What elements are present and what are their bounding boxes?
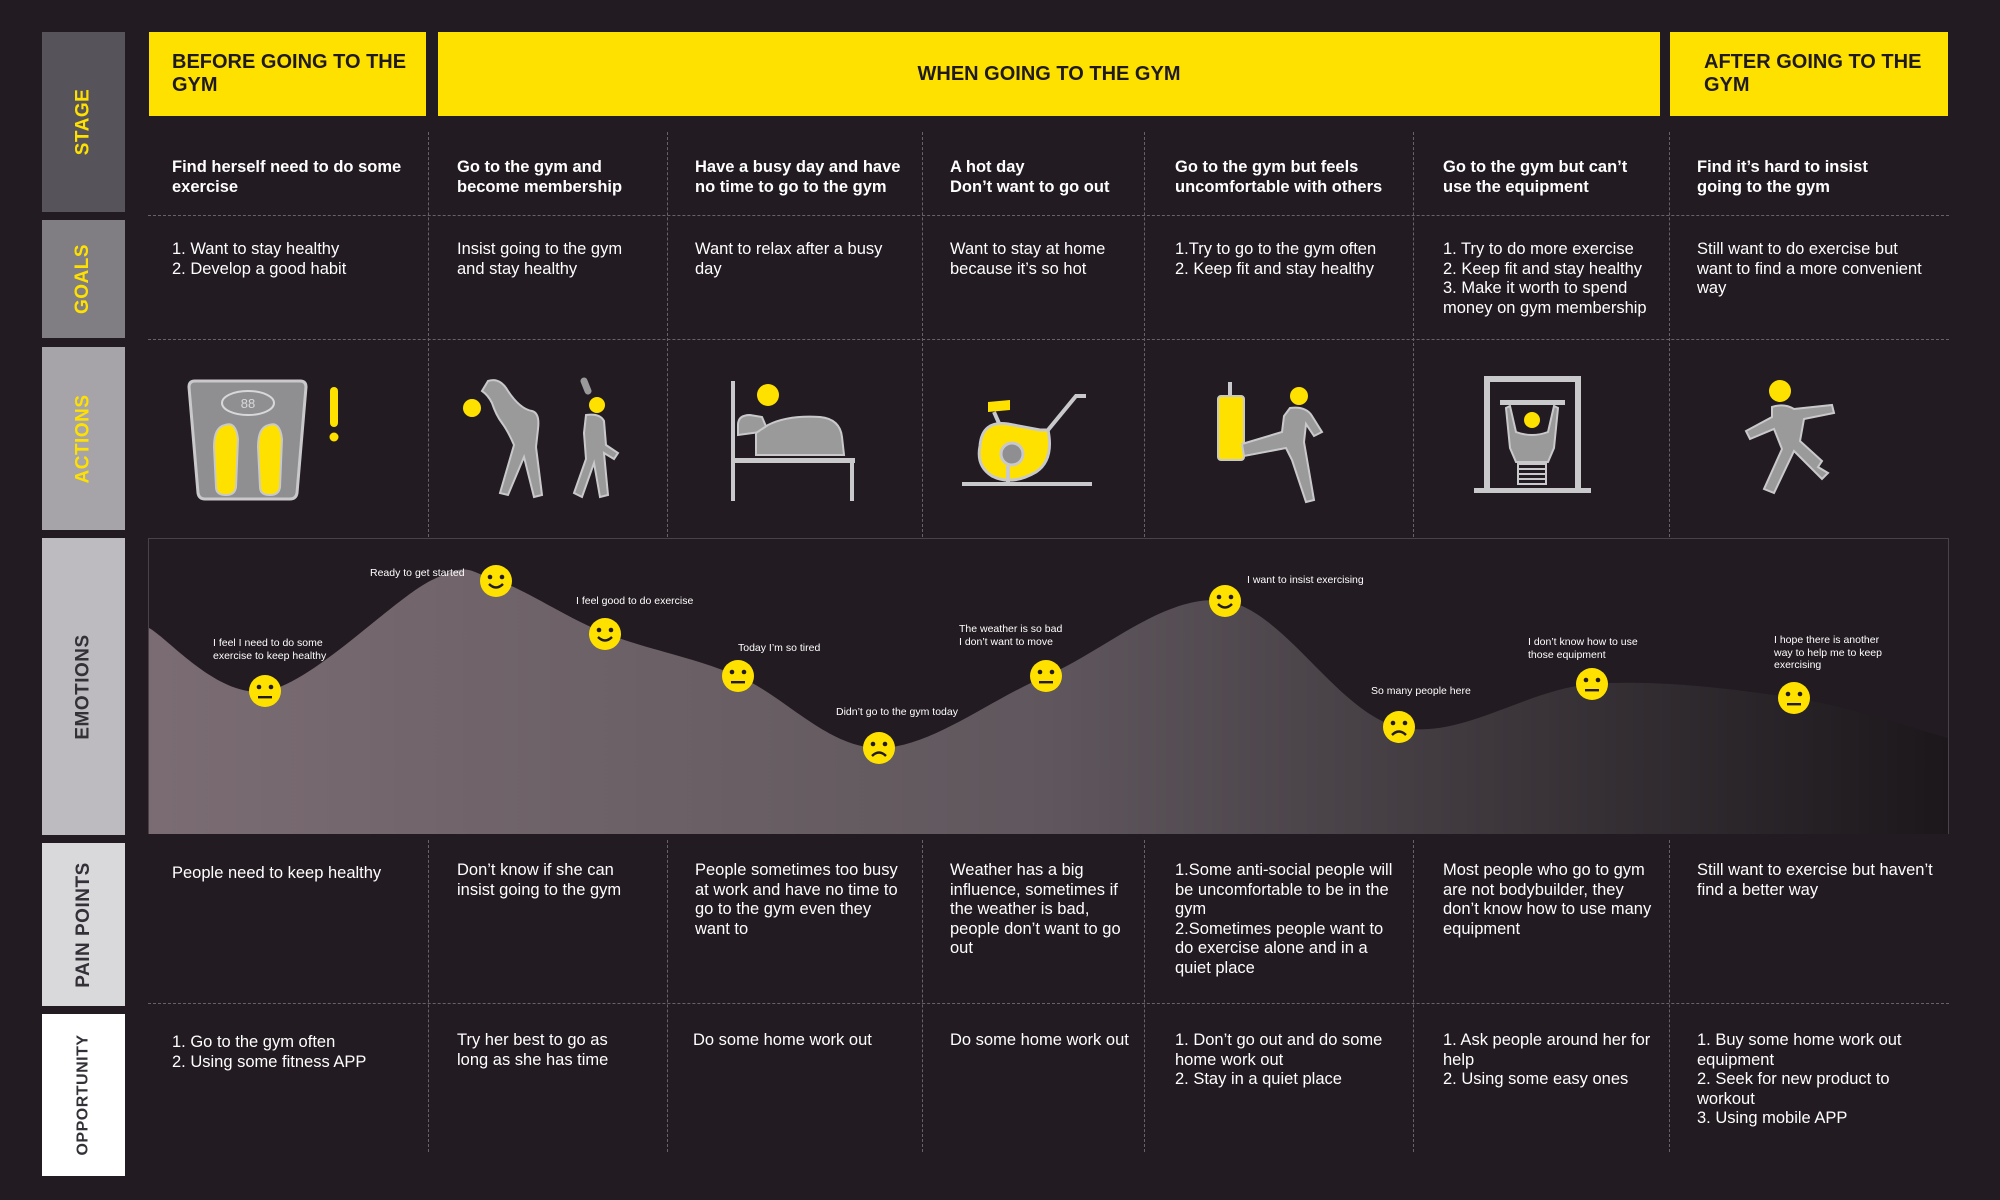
opportunity-text: Try her best to go as long as she has ti… xyxy=(457,1031,609,1069)
divider xyxy=(428,132,429,537)
divider xyxy=(1144,132,1145,537)
row-label-emotions: EMOTIONS xyxy=(42,538,125,835)
happy-face-icon xyxy=(589,618,621,650)
row-label-opportunity: OPPORTUNITY xyxy=(42,1014,125,1176)
neutral-face-icon xyxy=(722,660,754,692)
running-person-icon xyxy=(1744,380,1836,495)
row-label-stage: STAGE xyxy=(42,32,125,212)
svg-text:88: 88 xyxy=(241,396,255,411)
pain-point-text: Most people who go to gym are not bodybu… xyxy=(1443,861,1652,938)
divider xyxy=(148,339,1949,340)
divider xyxy=(1144,840,1145,1152)
divider xyxy=(1669,840,1670,1152)
divider xyxy=(148,215,1949,216)
divider xyxy=(1413,840,1414,1152)
sad-face-icon xyxy=(1383,711,1415,743)
emotion-caption: Today I’m so tired xyxy=(738,642,821,654)
pain-point-text: Still want to exercise but haven’t find … xyxy=(1697,861,1933,899)
pain-point-text: Don’t know if she can insist going to th… xyxy=(457,861,622,899)
stage-before: BEFORE GOING TO THE GYM xyxy=(149,32,426,116)
step-title: Go to the gym but feels uncomfortable wi… xyxy=(1175,158,1383,196)
stretching-people-icon xyxy=(463,377,620,499)
neutral-face-icon xyxy=(1778,682,1810,714)
divider xyxy=(667,840,668,1152)
happy-face-icon xyxy=(480,565,512,597)
divider xyxy=(428,840,429,1152)
neutral-face-icon xyxy=(1576,668,1608,700)
stage-after: AFTER GOING TO THE GYM xyxy=(1670,32,1948,116)
row-label-goals: GOALS xyxy=(42,220,125,338)
pain-point-text: People need to keep healthy xyxy=(172,864,382,882)
stage-during: WHEN GOING TO THE GYM xyxy=(438,32,1660,116)
emotion-caption: So many people here xyxy=(1371,685,1471,697)
weight-machine-icon xyxy=(1474,376,1591,493)
opportunity-text: 1. Ask people around her for help 2. Usi… xyxy=(1443,1031,1651,1088)
opportunity-text: 1. Don’t go out and do some home work ou… xyxy=(1175,1031,1383,1088)
bed-icon xyxy=(731,381,855,501)
neutral-face-icon xyxy=(249,675,281,707)
emotion-caption: I hope there is another way to help me t… xyxy=(1774,634,1882,671)
pain-point-text: 1.Some anti-social people will be uncomf… xyxy=(1175,861,1393,977)
divider xyxy=(922,840,923,1152)
exercise-bike-icon xyxy=(962,394,1092,486)
kickboxing-icon xyxy=(1217,382,1324,504)
goal-text: Still want to do exercise but want to fi… xyxy=(1697,240,1922,297)
emotion-area xyxy=(149,569,1948,834)
opportunity-text: 1. Buy some home work out equipment 2. S… xyxy=(1697,1031,1902,1127)
opportunity-text: 1. Go to the gym often 2. Using some fit… xyxy=(172,1033,367,1071)
sad-face-icon xyxy=(863,732,895,764)
step-title: Have a busy day and have no time to go t… xyxy=(695,158,901,196)
pain-point-text: Weather has a big influence, sometimes i… xyxy=(950,861,1121,957)
emotion-caption: I want to insist exercising xyxy=(1247,574,1364,586)
opportunity-text: Do some home work out xyxy=(950,1031,1129,1049)
row-label-pain-points: PAIN POINTS xyxy=(42,843,125,1006)
emotion-caption: I don’t know how to use those equipment xyxy=(1528,636,1638,661)
divider xyxy=(1669,132,1670,537)
emotion-caption: Didn’t go to the gym today xyxy=(836,706,958,718)
step-title: Find herself need to do some exercise xyxy=(172,158,402,196)
opportunity-text: Do some home work out xyxy=(693,1031,872,1049)
happy-face-icon xyxy=(1209,585,1241,617)
emotion-caption: I feel I need to do some exercise to kee… xyxy=(213,637,327,662)
step-title: Go to the gym and become membership xyxy=(457,158,623,196)
step-title: Go to the gym but can’t use the equipmen… xyxy=(1443,158,1628,196)
goal-text: 1. Try to do more exercise 2. Keep fit a… xyxy=(1443,240,1647,317)
divider xyxy=(667,132,668,537)
step-title: A hot day Don’t want to go out xyxy=(950,158,1110,196)
goal-text: 1.Try to go to the gym often 2. Keep fit… xyxy=(1175,240,1377,278)
row-label-actions: ACTIONS xyxy=(42,347,125,530)
divider xyxy=(922,132,923,537)
pain-point-text: People sometimes too busy at work and ha… xyxy=(695,861,898,938)
divider xyxy=(1413,132,1414,537)
goal-text: 1. Want to stay healthy 2. Develop a goo… xyxy=(172,240,347,278)
neutral-face-icon xyxy=(1030,660,1062,692)
emotion-caption: The weather is so bad I don’t want to mo… xyxy=(959,623,1063,648)
goal-text: Want to relax after a busy day xyxy=(695,240,883,278)
emotion-caption: I feel good to do exercise xyxy=(576,595,694,607)
scale-icon: 88 xyxy=(187,379,339,501)
goal-text: Insist going to the gym and stay healthy xyxy=(457,240,623,278)
divider xyxy=(148,1003,1949,1004)
emotion-caption: Ready to get started xyxy=(370,567,465,579)
goal-text: Want to stay at home because it’s so hot xyxy=(950,240,1106,278)
step-title: Find it’s hard to insist going to the gy… xyxy=(1697,158,1868,196)
